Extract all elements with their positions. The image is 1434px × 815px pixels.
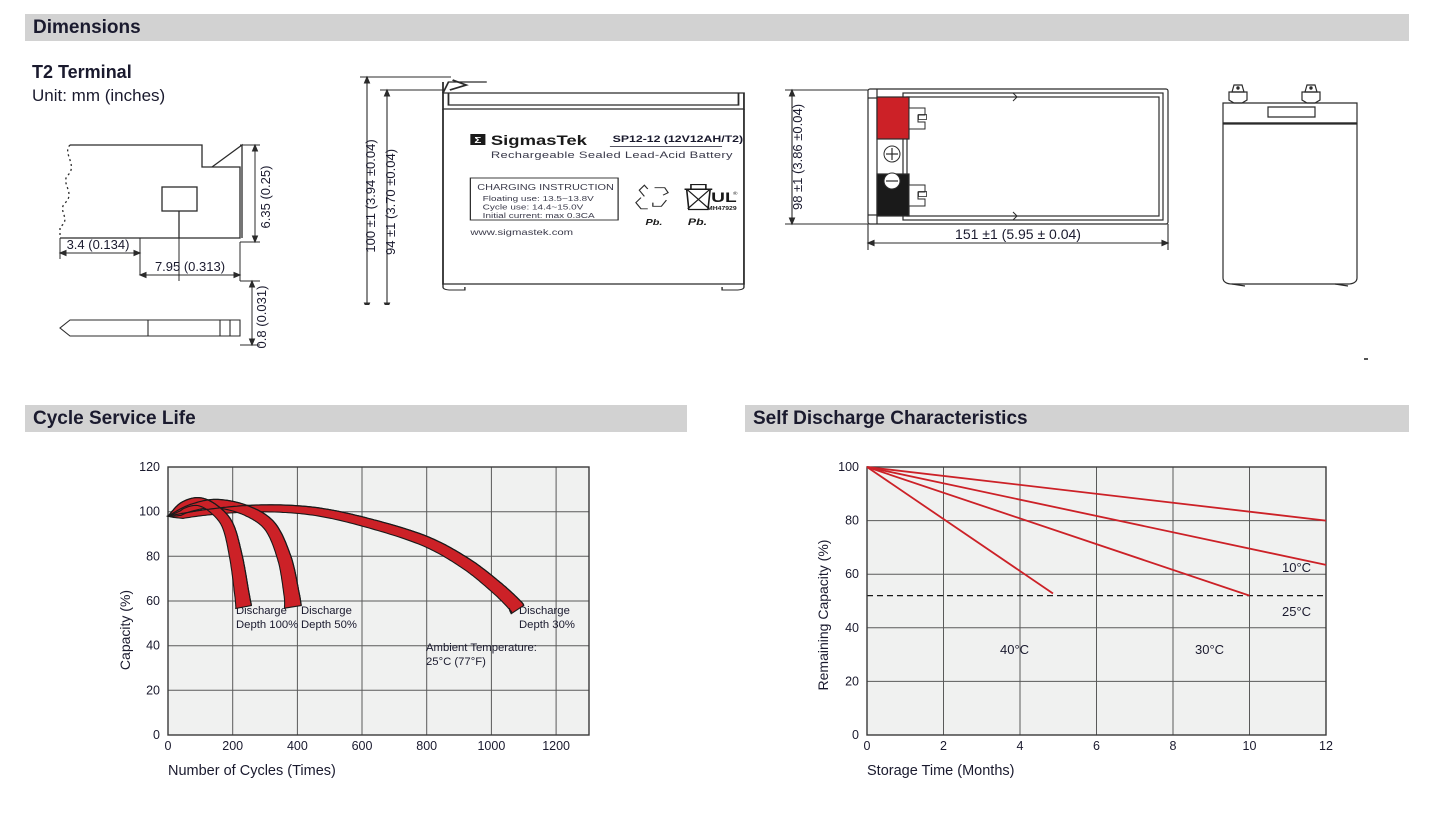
svg-text:SigmasTek: SigmasTek — [491, 133, 587, 148]
svg-text:Σ: Σ — [474, 136, 481, 145]
svg-text:20: 20 — [146, 683, 160, 697]
svg-text:Number of Cycles (Times): Number of Cycles (Times) — [168, 763, 336, 779]
svg-text:8: 8 — [1170, 739, 1177, 753]
svg-text:100: 100 — [139, 505, 160, 519]
svg-text:Initial current: max 0.3CA: Initial current: max 0.3CA — [483, 211, 595, 219]
svg-text:4: 4 — [1017, 739, 1024, 753]
svg-text:Discharge: Discharge — [301, 605, 352, 617]
svg-text:0: 0 — [864, 739, 871, 753]
svg-text:Floating use: 13.5~13.8V: Floating use: 13.5~13.8V — [483, 194, 594, 202]
svg-text:10: 10 — [1243, 739, 1257, 753]
svg-text:7.95 (0.313): 7.95 (0.313) — [155, 259, 225, 274]
svg-text:Pb.: Pb. — [645, 218, 662, 227]
svg-text:800: 800 — [416, 739, 437, 753]
svg-text:60: 60 — [146, 594, 160, 608]
svg-text:Remaining Capacity (%): Remaining Capacity (%) — [815, 540, 831, 691]
svg-text:94 ±1 (3.70 ±0.04): 94 ±1 (3.70 ±0.04) — [383, 149, 398, 255]
svg-text:151 ±1 (5.95 ± 0.04): 151 ±1 (5.95 ± 0.04) — [955, 226, 1081, 242]
svg-text:80: 80 — [146, 549, 160, 563]
svg-text:SP12-12 (12V12AH/T2): SP12-12 (12V12AH/T2) — [613, 134, 744, 144]
svg-text:0: 0 — [852, 728, 859, 742]
svg-text:20: 20 — [845, 674, 859, 688]
svg-text:6: 6 — [1093, 739, 1100, 753]
svg-text:3.4 (0.134): 3.4 (0.134) — [67, 237, 130, 252]
svg-text:10°C: 10°C — [1282, 560, 1311, 575]
svg-text:Depth 50%: Depth 50% — [301, 619, 357, 631]
svg-text:40: 40 — [146, 639, 160, 653]
svg-text:25°C (77°F): 25°C (77°F) — [426, 656, 486, 668]
svg-text:Storage Time (Months): Storage Time (Months) — [867, 763, 1014, 779]
svg-text:25°C: 25°C — [1282, 604, 1311, 619]
svg-text:CHARGING INSTRUCTION: CHARGING INSTRUCTION — [477, 183, 614, 192]
svg-text:Discharge: Discharge — [519, 605, 570, 617]
svg-text:0.8 (0.031): 0.8 (0.031) — [254, 286, 269, 349]
svg-text:100: 100 — [838, 460, 859, 474]
svg-text:Cycle use: 14.4~15.0V: Cycle use: 14.4~15.0V — [483, 203, 584, 211]
svg-text:6.35 (0.25): 6.35 (0.25) — [258, 166, 273, 229]
svg-text:12: 12 — [1319, 739, 1333, 753]
svg-text:80: 80 — [845, 514, 859, 528]
svg-text:www.sigmastek.com: www.sigmastek.com — [469, 228, 573, 237]
svg-text:0: 0 — [165, 739, 172, 753]
svg-text:®: ® — [733, 191, 738, 197]
svg-text:1000: 1000 — [477, 739, 505, 753]
svg-text:30°C: 30°C — [1195, 642, 1224, 657]
svg-text:120: 120 — [139, 460, 160, 474]
svg-text:MH47929: MH47929 — [707, 207, 737, 212]
svg-text:98 ±1 (3.86 ±0.04): 98 ±1 (3.86 ±0.04) — [790, 104, 805, 210]
svg-text:Rechargeable Sealed Lead-Acid: Rechargeable Sealed Lead-Acid Battery — [491, 150, 733, 160]
svg-text:0: 0 — [153, 728, 160, 742]
svg-text:40°C: 40°C — [1000, 642, 1029, 657]
svg-text:600: 600 — [352, 739, 373, 753]
svg-text:400: 400 — [287, 739, 308, 753]
svg-text:200: 200 — [222, 739, 243, 753]
svg-text:Pb.: Pb. — [688, 217, 707, 227]
svg-text:Ambient Temperature:: Ambient Temperature: — [426, 642, 537, 654]
svg-text:Depth 30%: Depth 30% — [519, 619, 575, 631]
svg-text:60: 60 — [845, 567, 859, 581]
svg-text:Depth 100%: Depth 100% — [236, 619, 298, 631]
svg-text:40: 40 — [845, 621, 859, 635]
svg-text:Capacity (%): Capacity (%) — [117, 590, 133, 670]
svg-text:100 ±1 (3.94 ±0.04): 100 ±1 (3.94 ±0.04) — [363, 139, 378, 252]
svg-text:1200: 1200 — [542, 739, 570, 753]
svg-text:2: 2 — [940, 739, 947, 753]
